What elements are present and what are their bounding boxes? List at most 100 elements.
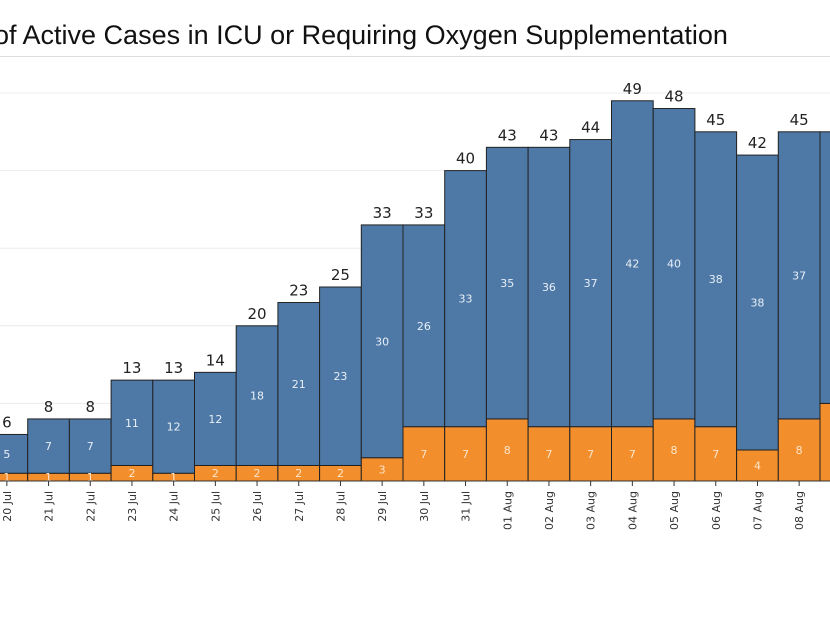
upper-value-label: 38	[750, 297, 764, 310]
lower-value-label: 7	[462, 448, 469, 461]
total-label: 14	[206, 351, 225, 369]
total-label: 25	[331, 266, 350, 284]
upper-value-label: 37	[792, 269, 806, 282]
total-label: 44	[581, 119, 600, 137]
x-tick-label: 31 Jul	[460, 491, 473, 522]
x-tick-label: 24 Jul	[168, 491, 181, 522]
x-tick-label: 04 Aug	[626, 491, 639, 530]
upper-value-label: 18	[250, 390, 264, 403]
lower-value-label: 7	[629, 448, 636, 461]
upper-value-label: 11	[125, 417, 139, 430]
lower-value-label: 8	[796, 444, 803, 457]
bar-segment-upper	[694, 131, 738, 428]
x-tick-label: 02 Aug	[543, 491, 556, 530]
x-tick-label: 07 Aug	[751, 491, 764, 530]
upper-value-label: 5	[3, 448, 10, 461]
upper-value-label: 37	[584, 277, 598, 290]
total-label: 20	[248, 305, 267, 323]
lower-value-label: 8	[671, 444, 678, 457]
upper-value-label: 30	[375, 335, 389, 348]
x-tick-label: 30 Jul	[418, 491, 431, 522]
total-label: 45	[790, 111, 809, 129]
lower-value-label: 7	[712, 448, 719, 461]
total-label: 48	[665, 88, 684, 106]
bar-segment-upper	[527, 146, 571, 428]
total-label: 8	[85, 398, 95, 416]
lower-value-label: 2	[337, 467, 344, 480]
x-tick-label: 23 Jul	[126, 491, 139, 522]
bar-segment-upper	[569, 139, 612, 428]
bar-segment-lower	[611, 426, 654, 482]
bar-segment-upper	[277, 302, 321, 466]
x-tick-label: 03 Aug	[585, 491, 598, 530]
upper-value-label: 12	[208, 413, 222, 426]
x-tick-label: 01 Aug	[501, 491, 514, 530]
lower-value-label: 8	[504, 444, 511, 457]
lower-value-label: 2	[254, 467, 261, 480]
lower-value-label: 1	[45, 471, 52, 484]
upper-value-label: 26	[417, 320, 431, 333]
x-tick-label: 27 Jul	[293, 491, 306, 522]
total-label: 42	[748, 134, 767, 152]
lower-value-label: 1	[170, 471, 177, 484]
bar-segment-upper	[194, 371, 237, 466]
total-label: 43	[539, 126, 558, 144]
x-tick-label: 21 Jul	[43, 491, 56, 522]
upper-value-label: 23	[333, 370, 347, 383]
bar-segment-upper	[110, 379, 154, 466]
x-tick-label: 08 Aug	[793, 491, 806, 530]
x-tick-label: 26 Jul	[251, 491, 264, 522]
bar-segment-upper	[736, 154, 779, 451]
upper-value-label: 12	[167, 421, 181, 434]
x-tick-label: 06 Aug	[710, 491, 723, 530]
lower-value-label: 7	[587, 448, 594, 461]
lower-value-label: 2	[212, 467, 219, 480]
total-label: 33	[414, 204, 433, 222]
upper-value-label: 21	[292, 378, 306, 391]
upper-value-label: 7	[45, 440, 52, 453]
total-label: 13	[122, 359, 141, 377]
lower-value-label: 3	[379, 463, 386, 476]
bar-segment-upper	[652, 108, 696, 420]
upper-value-label: 33	[459, 293, 473, 306]
total-label: 43	[498, 126, 517, 144]
total-label: 45	[706, 111, 725, 129]
x-tick-label: 20 Jul	[1, 491, 14, 522]
upper-value-label: 40	[667, 258, 681, 271]
total-label: 49	[623, 80, 642, 98]
chart-title: of Active Cases in ICU or Requiring Oxyg…	[0, 20, 728, 50]
lower-value-label: 1	[3, 471, 10, 484]
x-tick-label: 25 Jul	[209, 491, 222, 522]
bar-segment-upper	[152, 379, 196, 474]
upper-value-label: 35	[500, 277, 514, 290]
bar-segment-lower	[819, 402, 830, 482]
bar-segment-upper	[485, 146, 529, 420]
bar-segment-lower	[402, 426, 446, 482]
upper-value-label: 7	[87, 440, 94, 453]
upper-value-label: 42	[625, 258, 639, 271]
total-label: 8	[44, 398, 54, 416]
x-tick-label: 05 Aug	[668, 491, 681, 530]
upper-value-label: 38	[709, 273, 723, 286]
upper-value-label: 36	[542, 281, 556, 294]
total-label: 40	[456, 150, 475, 168]
x-tick-label: 29 Jul	[376, 491, 389, 522]
total-label: 23	[289, 282, 308, 300]
lower-value-label: 2	[295, 467, 302, 480]
lower-value-label: 7	[545, 448, 552, 461]
bar-segment-upper	[360, 224, 404, 459]
bar-segment-upper	[777, 131, 821, 420]
bar-segment-upper	[68, 418, 112, 474]
total-label: 13	[164, 359, 183, 377]
lower-value-label: 4	[754, 459, 761, 472]
lower-value-label: 7	[420, 448, 427, 461]
x-tick-label: 22 Jul	[84, 491, 97, 522]
total-label: 6	[2, 413, 12, 431]
title-divider	[0, 56, 830, 57]
bar-segment-upper	[819, 131, 830, 404]
bar-segment-lower	[485, 418, 529, 482]
lower-value-label: 1	[87, 471, 94, 484]
x-tick-label: 28 Jul	[334, 491, 347, 522]
lower-value-label: 2	[128, 467, 135, 480]
